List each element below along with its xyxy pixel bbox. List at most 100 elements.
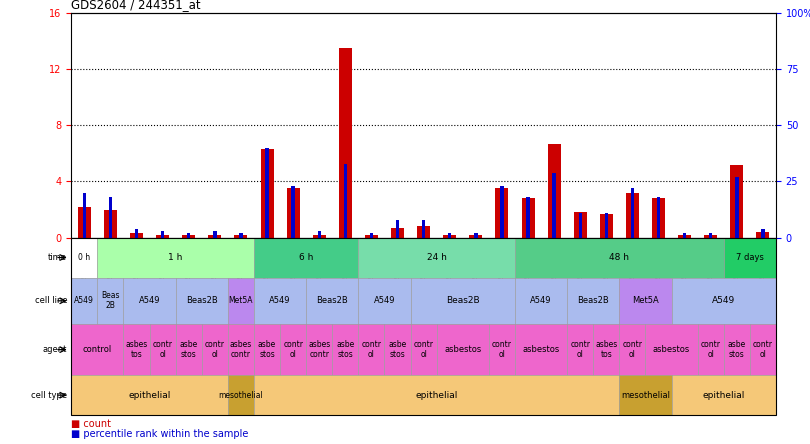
Text: 7 days: 7 days bbox=[736, 253, 764, 262]
Text: A549: A549 bbox=[75, 296, 94, 305]
Text: Met5A: Met5A bbox=[632, 296, 659, 305]
Text: contr
ol: contr ol bbox=[284, 340, 303, 359]
Text: Beas2B: Beas2B bbox=[317, 296, 348, 305]
Text: Beas
2B: Beas 2B bbox=[101, 291, 120, 310]
Text: ■ count: ■ count bbox=[71, 419, 111, 429]
Text: contr
ol: contr ol bbox=[205, 340, 225, 359]
Bar bbox=[109, 197, 112, 238]
Bar bbox=[522, 198, 535, 238]
Text: contr
ol: contr ol bbox=[414, 340, 433, 359]
Text: contr
ol: contr ol bbox=[622, 340, 642, 359]
Bar bbox=[443, 235, 456, 238]
Text: Beas2B: Beas2B bbox=[578, 296, 609, 305]
Text: epithelial: epithelial bbox=[702, 391, 745, 400]
Bar bbox=[234, 235, 248, 238]
Bar bbox=[78, 207, 91, 238]
Bar bbox=[292, 186, 295, 238]
Text: contr
ol: contr ol bbox=[152, 340, 173, 359]
Bar bbox=[182, 235, 195, 238]
Text: Met5A: Met5A bbox=[228, 296, 254, 305]
Bar bbox=[626, 193, 639, 238]
Bar bbox=[496, 189, 509, 238]
Bar bbox=[287, 189, 300, 238]
Text: asbes
tos: asbes tos bbox=[595, 340, 617, 359]
Bar bbox=[678, 235, 691, 238]
Text: asbe
stos: asbe stos bbox=[180, 340, 198, 359]
Bar bbox=[396, 220, 399, 238]
Text: 24 h: 24 h bbox=[427, 253, 446, 262]
Text: asbestos: asbestos bbox=[653, 345, 690, 354]
Text: asbe
stos: asbe stos bbox=[258, 340, 276, 359]
Bar bbox=[474, 233, 478, 238]
Bar bbox=[343, 163, 347, 238]
Bar bbox=[709, 233, 713, 238]
Bar bbox=[83, 193, 86, 238]
Text: epithelial: epithelial bbox=[129, 391, 171, 400]
Text: asbestos: asbestos bbox=[522, 345, 560, 354]
Text: ■ percentile rank within the sample: ■ percentile rank within the sample bbox=[71, 429, 249, 439]
Text: asbes
contr: asbes contr bbox=[230, 340, 252, 359]
Bar bbox=[731, 165, 744, 238]
Text: A549: A549 bbox=[139, 296, 160, 305]
Bar bbox=[652, 198, 665, 238]
Bar bbox=[422, 220, 425, 238]
Bar bbox=[604, 213, 608, 238]
Bar bbox=[448, 233, 451, 238]
Text: mesothelial: mesothelial bbox=[219, 391, 263, 400]
Bar bbox=[239, 233, 243, 238]
Bar bbox=[391, 228, 404, 238]
Text: mesothelial: mesothelial bbox=[621, 391, 670, 400]
Text: asbe
stos: asbe stos bbox=[727, 340, 746, 359]
Text: 1 h: 1 h bbox=[168, 253, 183, 262]
Text: asbes
contr: asbes contr bbox=[308, 340, 330, 359]
Bar bbox=[208, 235, 221, 238]
Bar bbox=[130, 234, 143, 238]
Bar bbox=[761, 229, 765, 238]
Bar bbox=[735, 177, 739, 238]
Bar bbox=[364, 235, 378, 238]
Bar bbox=[526, 197, 530, 238]
Bar bbox=[704, 235, 718, 238]
Text: contr
ol: contr ol bbox=[492, 340, 512, 359]
Bar bbox=[631, 188, 634, 238]
Text: asbestos: asbestos bbox=[444, 345, 481, 354]
Text: A549: A549 bbox=[373, 296, 395, 305]
Bar bbox=[187, 233, 190, 238]
Bar bbox=[757, 232, 770, 238]
Bar bbox=[369, 233, 373, 238]
Text: agent: agent bbox=[43, 345, 67, 354]
Text: time: time bbox=[49, 253, 67, 262]
Bar bbox=[552, 173, 556, 238]
Text: asbes
tos: asbes tos bbox=[126, 340, 147, 359]
Bar bbox=[313, 235, 326, 238]
Bar bbox=[318, 231, 321, 238]
Bar bbox=[573, 212, 586, 238]
Text: contr
ol: contr ol bbox=[701, 340, 721, 359]
Text: A549: A549 bbox=[712, 296, 735, 305]
Text: cell type: cell type bbox=[31, 391, 67, 400]
Text: asbe
stos: asbe stos bbox=[336, 340, 355, 359]
Bar bbox=[548, 144, 561, 238]
Bar bbox=[599, 214, 613, 238]
Text: 6 h: 6 h bbox=[299, 253, 313, 262]
Bar bbox=[578, 213, 582, 238]
Text: A549: A549 bbox=[531, 296, 552, 305]
Bar bbox=[417, 226, 430, 238]
Bar bbox=[469, 235, 483, 238]
Bar bbox=[501, 186, 504, 238]
Bar bbox=[266, 148, 269, 238]
Bar bbox=[657, 197, 660, 238]
Bar bbox=[161, 231, 164, 238]
Bar bbox=[104, 210, 117, 238]
Text: 48 h: 48 h bbox=[609, 253, 629, 262]
Bar bbox=[261, 149, 274, 238]
Text: GDS2604 / 244351_at: GDS2604 / 244351_at bbox=[71, 0, 201, 11]
Text: contr
ol: contr ol bbox=[361, 340, 382, 359]
Bar bbox=[339, 48, 352, 238]
Text: control: control bbox=[83, 345, 112, 354]
Text: Beas2B: Beas2B bbox=[186, 296, 218, 305]
Text: Beas2B: Beas2B bbox=[446, 296, 480, 305]
Text: A549: A549 bbox=[270, 296, 291, 305]
Bar bbox=[213, 231, 216, 238]
Text: contr
ol: contr ol bbox=[753, 340, 773, 359]
